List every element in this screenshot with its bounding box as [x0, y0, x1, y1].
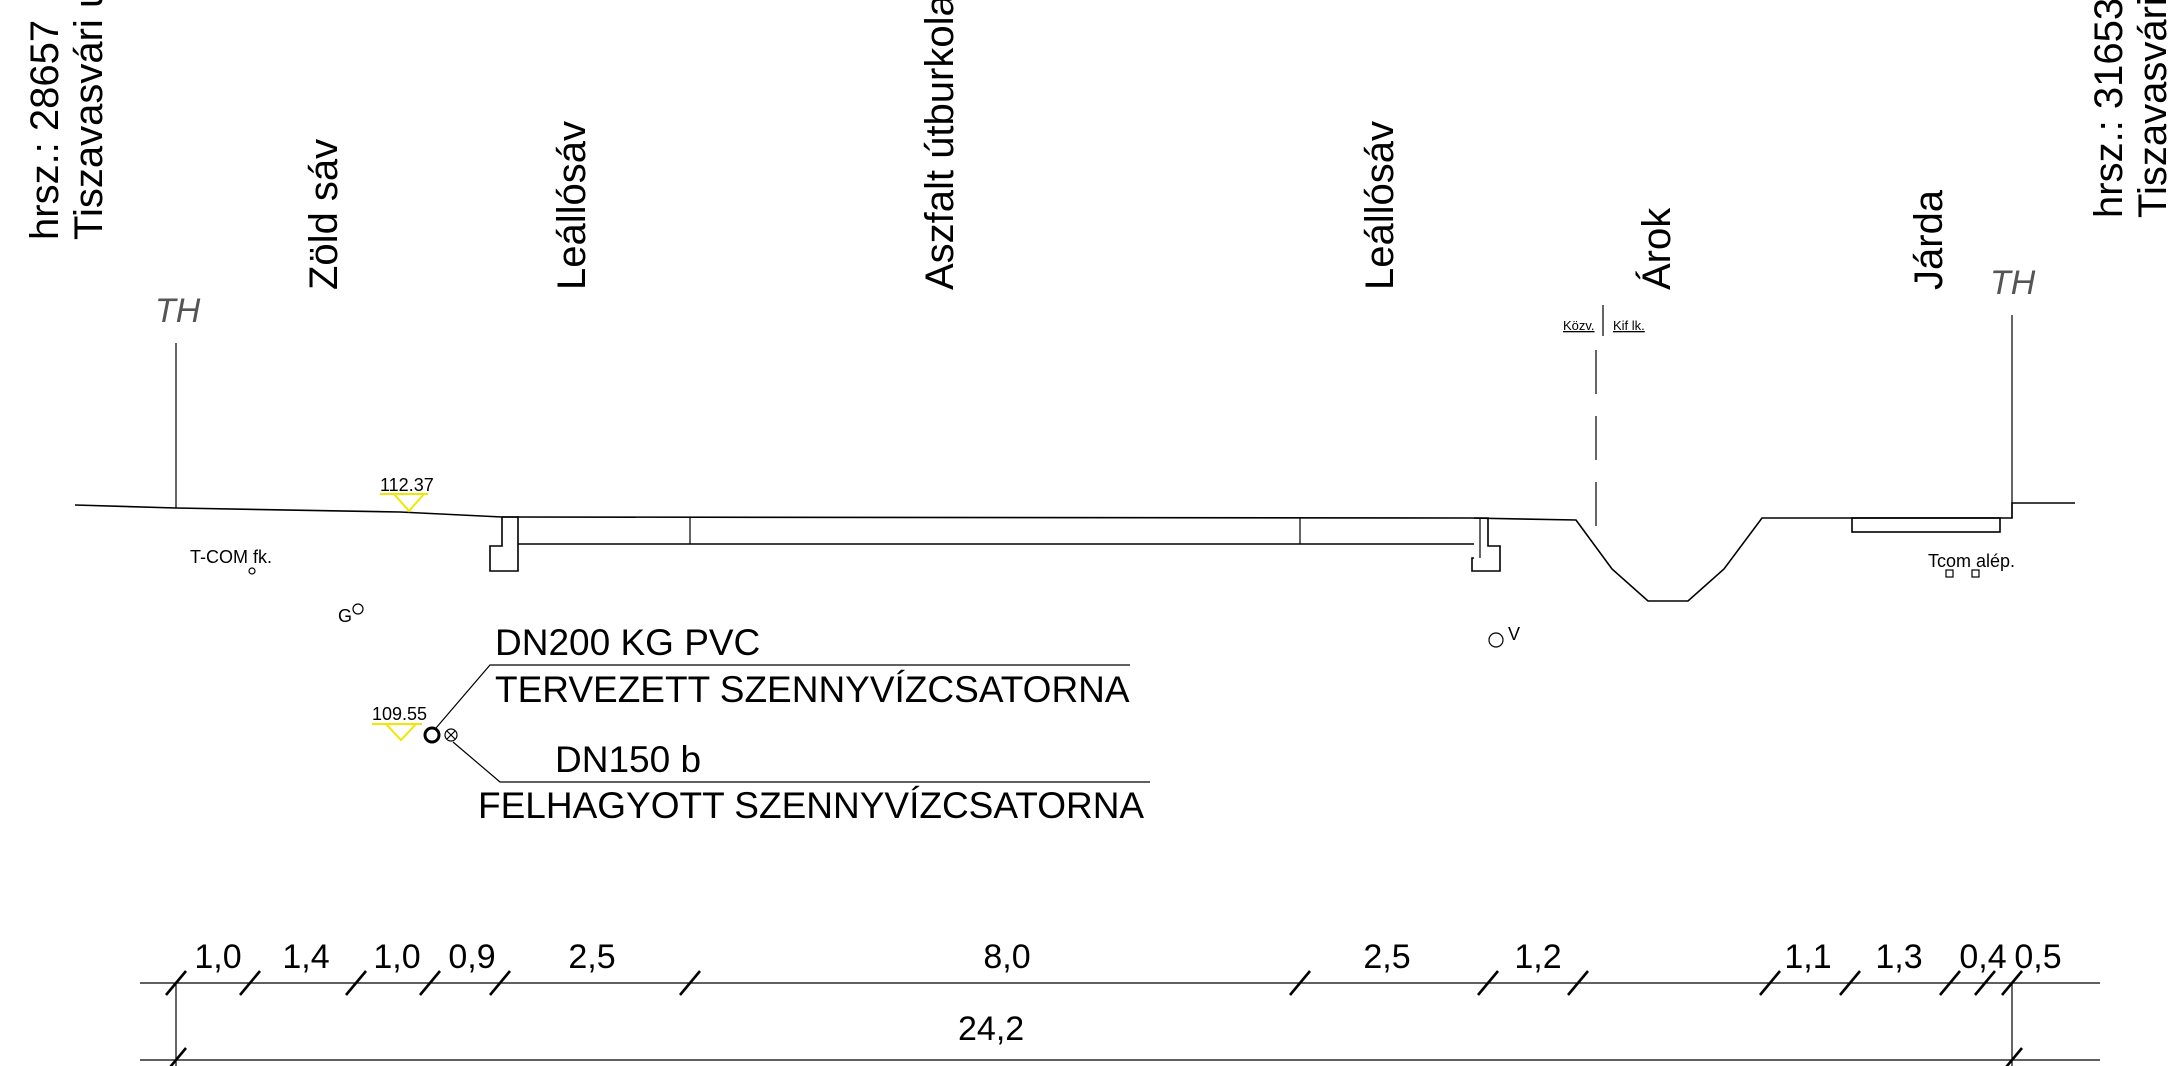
- dimension-tick: [1974, 970, 1996, 996]
- dimension-segment-label: 1,4: [282, 938, 329, 976]
- dimension-tick: [1289, 970, 1311, 996]
- dimension-tick: [489, 970, 511, 996]
- dimension-segment-label: 1,0: [194, 938, 241, 976]
- dimension-segment-label: 0,4: [1959, 938, 2006, 976]
- dimension-tick: [2001, 970, 2023, 996]
- sidewalk-slab: [1851, 517, 2001, 533]
- dimension-tick: [1759, 970, 1781, 996]
- zone-shoulder-left-label: Leállósáv: [550, 121, 594, 290]
- dimension-segment-label: 8,0: [983, 938, 1030, 976]
- tcom-right-icon-1: [1945, 569, 1954, 578]
- dimension-segment-label: 2,5: [568, 938, 615, 976]
- dimension-segment-label: 1,1: [1784, 938, 1831, 976]
- tcom-left-label: T-COM fk.: [190, 547, 272, 567]
- right-street-label: Tiszavasvári: [2131, 0, 2169, 218]
- right-parcel-label: hrsz.: 31653/: [2087, 0, 2131, 218]
- dimension-tick: [679, 970, 701, 996]
- left-parcel-label: hrsz.: 28657: [23, 20, 67, 240]
- dimension-segment-label: 1,2: [1514, 938, 1561, 976]
- total-tick-right: [2005, 1047, 2023, 1066]
- zone-green-label: Zöld sáv: [302, 139, 346, 290]
- dimension-total-label: 24,2: [958, 1010, 1024, 1048]
- dimension-tick: [1477, 970, 1499, 996]
- water-pipe-icon: [1488, 632, 1504, 648]
- dimension-tick: [1567, 970, 1589, 996]
- dimension-segment-label: 2,5: [1363, 938, 1410, 976]
- zone-shoulder-right-label: Leállósáv: [1358, 121, 1402, 290]
- dimension-segment-label: 1,3: [1875, 938, 1922, 976]
- dimension-segment-label: 1,0: [373, 938, 420, 976]
- dimension-tick: [239, 970, 261, 996]
- tcom-right-icon-2: [1971, 569, 1980, 578]
- old-sewer-desc-label: FELHAGYOTT SZENNYVÍZCSATORNA: [478, 785, 1144, 826]
- kif-label: Kif lk.: [1613, 318, 1645, 333]
- kozv-label: Közv.: [1563, 318, 1595, 333]
- zone-ditch-label: Árok: [1634, 207, 1679, 290]
- gas-pipe-icon: [352, 603, 364, 615]
- tcom-right-label: Tcom alép.: [1928, 551, 2015, 571]
- total-tick-left: [169, 1047, 187, 1066]
- new-sewer-size-label: DN200 KG PVC: [495, 622, 760, 663]
- new-sewer-pipe-icon: [423, 726, 441, 744]
- zone-sidewalk-label: Járda: [1907, 189, 1951, 290]
- dimension-segment-label: 0,5: [2014, 938, 2061, 976]
- curb-left: [489, 516, 519, 572]
- dimension-ticks: [165, 970, 2023, 996]
- new-sewer-desc-label: TERVEZETT SZENNYVÍZCSATORNA: [495, 669, 1130, 710]
- dimension-tick: [165, 970, 187, 996]
- surface-level-triangle: [391, 493, 427, 513]
- dimension-tick: [1939, 970, 1961, 996]
- curb-right: [1471, 517, 1501, 572]
- dimension-segment-label: 0,9: [448, 938, 495, 976]
- old-sewer-leader: [452, 741, 1150, 783]
- surface-level-label: 112.37: [380, 475, 434, 495]
- dimension-tick: [419, 970, 441, 996]
- left-street-label: Tiszavasvári út: [67, 0, 111, 240]
- ground-profile: [74, 502, 2075, 602]
- water-label: V: [1508, 624, 1520, 644]
- dimension-tick: [345, 970, 367, 996]
- gas-label: G: [338, 606, 352, 626]
- th-left-label: TH: [155, 292, 201, 330]
- tcom-left-icon: [248, 567, 256, 575]
- dimension-tick: [1839, 970, 1861, 996]
- zone-asphalt-label: Aszfalt útburkolat: [918, 0, 962, 290]
- old-sewer-pipe-icon: [444, 728, 458, 742]
- th-right-label: TH: [1990, 264, 2036, 302]
- dimension-labels: 1,0 1,4 1,0 0,9 2,5 8,0 2,5 1,2 1,1 1,3 0,4 0,5: [194, 938, 2061, 976]
- old-sewer-size-label: DN150 b: [555, 739, 701, 780]
- pipe-level-triangle: [383, 723, 419, 742]
- pipe-level-label: 109.55: [372, 704, 427, 724]
- new-sewer-leader: [435, 664, 1130, 729]
